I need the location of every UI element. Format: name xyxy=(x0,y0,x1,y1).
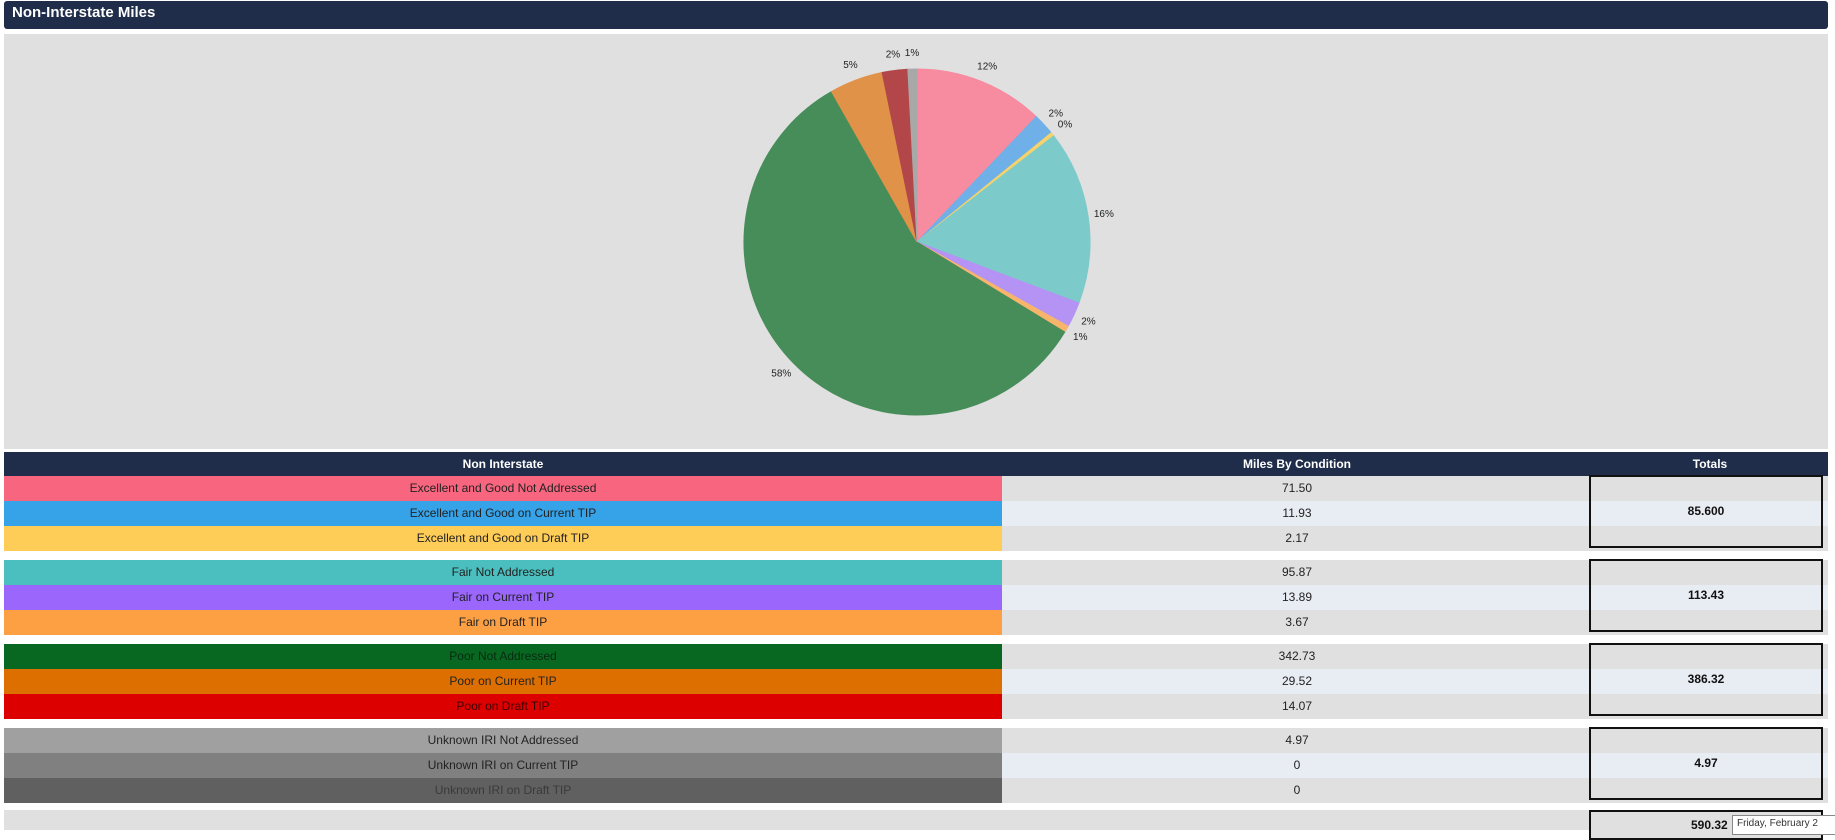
miles-cell: 4.97 xyxy=(1285,733,1309,747)
page-title-bar: Non-Interstate Miles xyxy=(4,1,1828,29)
pie-slice-label: 2% xyxy=(886,50,901,61)
pie-slice-label: 0% xyxy=(1058,119,1073,130)
page-title: Non-Interstate Miles xyxy=(12,4,156,21)
table-row: Excellent and Good Not Addressed 71.50 xyxy=(4,476,1828,501)
condition-name-cell: Fair on Current TIP xyxy=(4,585,1002,610)
group-total-cell: 113.43 xyxy=(1589,559,1823,632)
header-non-interstate: Non Interstate xyxy=(462,457,544,471)
miles-cell: 14.07 xyxy=(1281,699,1313,713)
condition-name-cell: Poor Not Addressed xyxy=(4,644,1002,669)
condition-name-cell: Unknown IRI on Draft TIP xyxy=(4,778,1002,803)
group-total-cell: 85.600 xyxy=(1589,475,1823,548)
pie-slice-label: 12% xyxy=(977,62,997,73)
group-total-cell: 386.32 xyxy=(1589,643,1823,716)
condition-name-cell: Unknown IRI Not Addressed xyxy=(4,728,1002,753)
miles-cell: 71.50 xyxy=(1281,481,1313,495)
condition-name-cell: Unknown IRI on Current TIP xyxy=(4,753,1002,778)
miles-cell: 13.89 xyxy=(1281,590,1313,604)
condition-name-cell: Fair on Draft TIP xyxy=(4,610,1002,635)
miles-cell: 29.52 xyxy=(1281,674,1313,688)
table-row: Poor on Draft TIP 14.07 xyxy=(4,694,1828,719)
miles-cell: 0 xyxy=(1293,758,1301,772)
grand-total-row xyxy=(4,810,1589,830)
grand-total-value: 590.32 xyxy=(1691,818,1728,832)
table-header: Non Interstate Miles By Condition Totals xyxy=(4,452,1828,476)
miles-cell: 3.67 xyxy=(1285,615,1309,629)
table-row: Unknown IRI Not Addressed 4.97 xyxy=(4,728,1828,753)
miles-cell: 342.73 xyxy=(1278,649,1316,663)
pie-slice[interactable] xyxy=(915,135,1091,304)
pie-slice-label: 2% xyxy=(1049,109,1064,120)
condition-name-cell: Poor on Current TIP xyxy=(4,669,1002,694)
table-row: Poor on Current TIP 29.52 xyxy=(4,669,1828,694)
pie-slice[interactable] xyxy=(907,68,918,243)
miles-cell: 11.93 xyxy=(1282,506,1312,520)
table-row: Fair Not Addressed 95.87 xyxy=(4,560,1828,585)
pie-slice-label: 58% xyxy=(771,369,791,380)
pie-slice-label: 1% xyxy=(905,48,920,59)
pie-slice-label: 5% xyxy=(843,60,858,71)
pie-slice-label: 2% xyxy=(1081,317,1096,328)
miles-cell: 2.17 xyxy=(1285,531,1309,545)
table-row: Fair on Draft TIP 3.67 xyxy=(4,610,1828,635)
pie-slice[interactable] xyxy=(916,68,1038,244)
header-miles-by-condition: Miles By Condition xyxy=(1243,457,1351,471)
pie-slice-label: 16% xyxy=(1094,209,1114,220)
table-row: Excellent and Good on Current TIP 11.93 xyxy=(4,501,1828,526)
header-totals: Totals xyxy=(1692,457,1728,471)
condition-name-cell: Excellent and Good on Draft TIP xyxy=(4,526,1002,551)
table-row: Fair on Current TIP 13.89 xyxy=(4,585,1828,610)
condition-name-cell: Fair Not Addressed xyxy=(4,560,1002,585)
pie-slice-label: 1% xyxy=(1073,332,1088,343)
condition-name-cell: Excellent and Good on Current TIP xyxy=(4,501,1002,526)
table-row: Unknown IRI on Current TIP 0 xyxy=(4,753,1828,778)
pie-chart: 12%2%0%16%2%1%58%5%2% 1% xyxy=(743,48,1114,416)
miles-cell: 0 xyxy=(1293,783,1301,797)
pie-slice[interactable] xyxy=(743,90,1066,416)
group-total-cell: 4.97 xyxy=(1589,727,1823,800)
condition-name-cell: Excellent and Good Not Addressed xyxy=(4,476,1002,501)
date-tooltip: Friday, February 2 xyxy=(1732,815,1835,835)
table-row: Poor Not Addressed 342.73 xyxy=(4,644,1828,669)
pie-chart-panel: 12% 2% 0% 16% 2% 1% 58% 5% 2% 1% xyxy=(4,34,1828,449)
table-row: Excellent and Good on Draft TIP 2.17 xyxy=(4,526,1828,551)
table-row: Unknown IRI on Draft TIP 0 xyxy=(4,778,1828,803)
condition-name-cell: Poor on Draft TIP xyxy=(4,694,1002,719)
miles-cell: 95.87 xyxy=(1281,565,1313,579)
